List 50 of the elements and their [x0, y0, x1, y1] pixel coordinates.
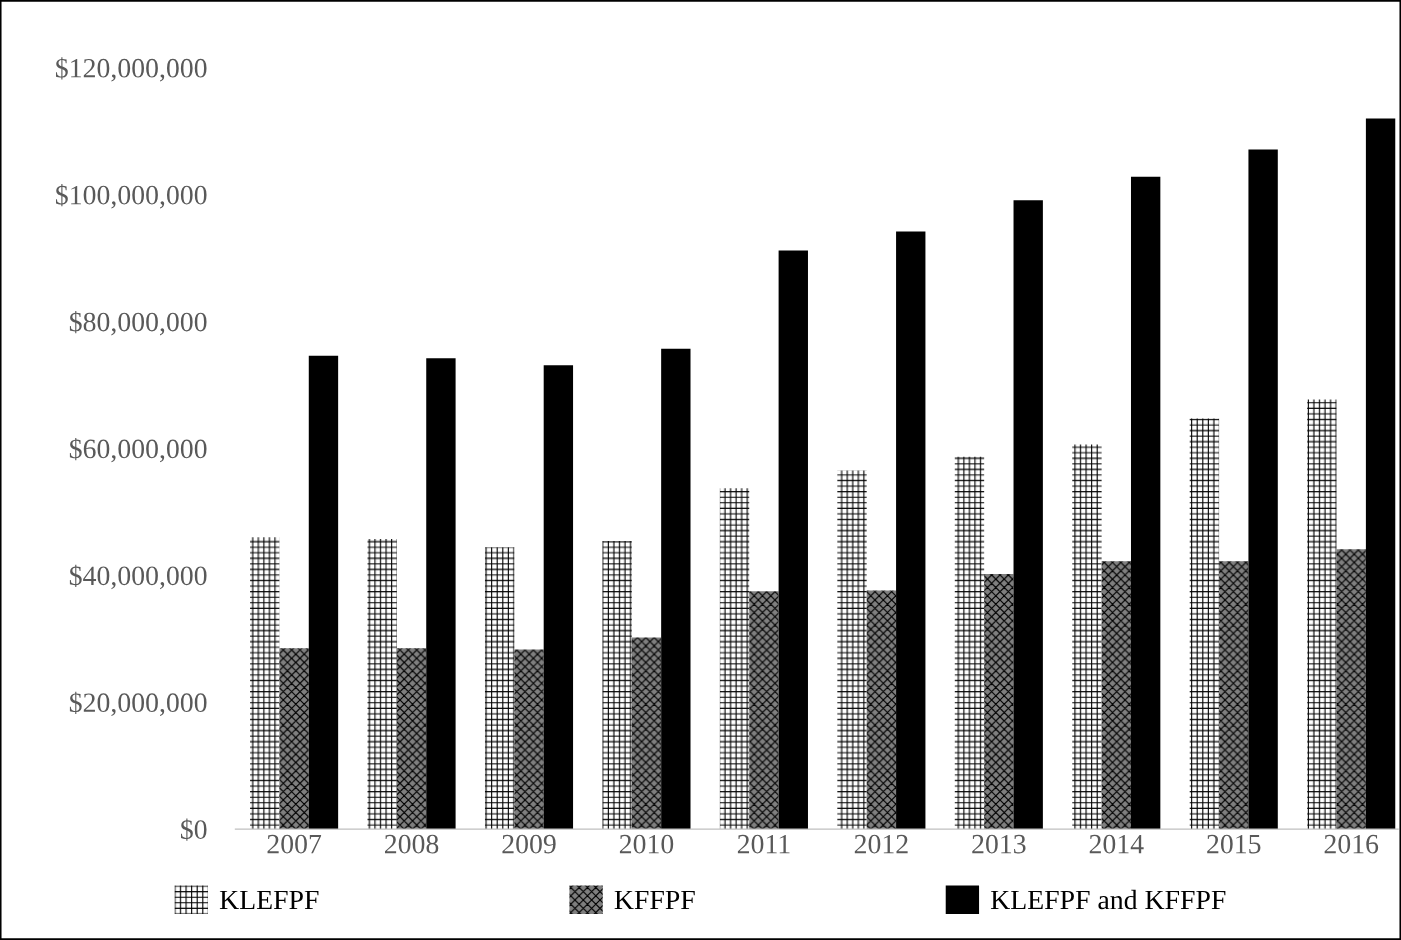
bar	[1365, 118, 1396, 830]
bar	[426, 358, 456, 830]
y-tick-label: $40,000,000	[69, 564, 207, 590]
y-tick-label: $80,000,000	[69, 311, 207, 336]
x-tick-label: 2016	[1324, 834, 1379, 854]
bar	[661, 348, 691, 830]
bar	[984, 574, 1014, 830]
bar	[866, 590, 897, 830]
bar	[484, 547, 515, 830]
bar	[778, 250, 808, 830]
bar	[1189, 418, 1220, 830]
bar	[719, 488, 750, 830]
bar	[1072, 444, 1102, 830]
x-tick-label: 2011	[737, 834, 790, 854]
bar	[896, 231, 926, 830]
legend-label: KFFPF	[614, 890, 695, 910]
y-tick-label: $60,000,000	[69, 437, 207, 463]
bar	[602, 541, 632, 830]
bar	[749, 591, 779, 830]
y-tick-label: $100,000,000	[56, 184, 207, 209]
bar	[1013, 200, 1043, 830]
bar	[837, 470, 867, 830]
x-tick-label: 2007	[267, 834, 322, 854]
bar	[954, 456, 985, 830]
bar	[1307, 399, 1337, 830]
bar	[514, 649, 544, 830]
bar	[1248, 149, 1278, 830]
bar	[367, 539, 397, 830]
bar	[1130, 176, 1161, 830]
y-tick-label: $0	[181, 818, 207, 841]
y-tick-label: $120,000,000	[56, 57, 207, 82]
x-tick-label: 2013	[972, 834, 1026, 854]
x-tick-label: 2009	[502, 834, 556, 854]
bar	[543, 365, 574, 830]
bar	[279, 648, 309, 830]
x-tick-label: 2012	[854, 834, 908, 854]
x-tick-label: 2015	[1207, 834, 1261, 854]
legend-label: KLEFPF	[219, 890, 319, 910]
x-tick-label: 2010	[619, 834, 674, 854]
bar	[396, 648, 427, 830]
y-tick-label: $20,000,000	[69, 691, 207, 717]
bar	[631, 637, 662, 830]
x-tick-label: 2014	[1089, 834, 1144, 854]
bar	[1219, 561, 1249, 830]
bar	[308, 355, 339, 830]
legend-label: KLEFPF and KFFPF	[990, 889, 1226, 910]
bar	[250, 537, 280, 830]
bar	[1101, 561, 1131, 830]
bar	[1336, 549, 1366, 830]
x-tick-label: 2008	[385, 834, 439, 854]
